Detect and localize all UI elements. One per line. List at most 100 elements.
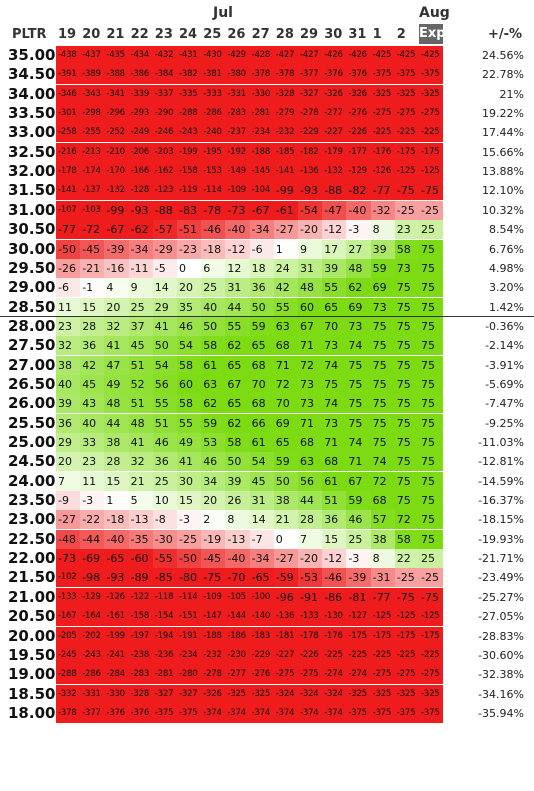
heat-cell: -438	[56, 46, 80, 65]
heat-cell: -335	[177, 85, 201, 104]
heat-cell: 55	[225, 317, 249, 336]
heat-cell: 21	[129, 472, 153, 491]
heat-cell: -128	[129, 181, 153, 200]
heat-cell: -55	[153, 549, 177, 568]
heat-cell: -60	[129, 549, 153, 568]
heat-cell: -229	[250, 646, 274, 665]
heat-cell: -175	[395, 627, 419, 646]
heat-cell: -326	[322, 85, 346, 104]
pct-change-label: 21%	[500, 85, 524, 104]
heat-cell: -238	[129, 646, 153, 665]
day-header-9: 27	[252, 27, 270, 42]
strike-label: 26.00	[8, 394, 55, 413]
pct-change-label: 4.98%	[489, 259, 524, 278]
heat-cell: 63	[201, 375, 225, 394]
strike-label: 28.00	[8, 317, 55, 336]
heat-cell: 38	[56, 356, 80, 375]
heat-cell: -93	[298, 181, 322, 200]
heat-cell: -27	[56, 510, 80, 529]
heat-cell: 75	[395, 433, 419, 452]
heat-cell: 29	[56, 433, 80, 452]
pct-change-label: 10.32%	[482, 201, 524, 220]
heat-cell: -39	[346, 568, 370, 587]
heat-cell: 75	[419, 394, 443, 413]
heat-cell: -192	[225, 143, 249, 162]
grid-row: 26.00 39 43 48 51 55 58 62 65 68 70 73 74 75 75 75 75 -7.…	[0, 394, 534, 413]
heat-cell: 6	[201, 259, 225, 278]
strike-label: 32.00	[8, 162, 55, 181]
heat-cell: -377	[298, 65, 322, 84]
heat-cell: -324	[322, 685, 346, 704]
strike-label: 33.50	[8, 104, 55, 123]
heat-cell: -89	[129, 568, 153, 587]
heat-cell: -374	[274, 704, 298, 723]
heat-cell: -182	[298, 143, 322, 162]
pct-header: +/-%	[488, 27, 522, 42]
heat-cell: -51	[177, 220, 201, 239]
heat-cell: -426	[346, 46, 370, 65]
heat-cell: -177	[346, 143, 370, 162]
heat-cell: 72	[371, 472, 395, 491]
heat-cell: 63	[274, 317, 298, 336]
heat-cell: -425	[395, 46, 419, 65]
heat-cell: -427	[274, 46, 298, 65]
heat-cell: 69	[274, 414, 298, 433]
heat-cell: -232	[201, 646, 225, 665]
heat-cell: -330	[250, 85, 274, 104]
heat-cell: 58	[201, 336, 225, 355]
heat-cell: -213	[80, 143, 104, 162]
heat-cell: 23	[395, 220, 419, 239]
heat-cell: -67	[250, 201, 274, 220]
heat-cell: -276	[250, 665, 274, 684]
heat-cell: 15	[104, 472, 128, 491]
strike-label: 25.00	[8, 433, 55, 452]
heat-cell: 44	[225, 298, 249, 317]
heat-cell: -81	[346, 588, 370, 607]
heat-cell: -39	[104, 240, 128, 259]
pct-change-label: -23.49%	[478, 568, 524, 587]
heat-cell: 62	[225, 414, 249, 433]
heat-cell: -330	[104, 685, 128, 704]
heat-cell: 4	[104, 278, 128, 297]
heat-cell: 36	[56, 414, 80, 433]
heat-cell: -197	[129, 627, 153, 646]
heat-cell: 45	[129, 336, 153, 355]
heat-cell: -276	[346, 104, 370, 123]
heat-cell: -325	[395, 85, 419, 104]
heat-cell: 62	[225, 336, 249, 355]
heat-cell: -274	[346, 665, 370, 684]
heat-cell: 25	[346, 530, 370, 549]
heat-cell: 36	[153, 452, 177, 471]
heat-cell: 39	[56, 394, 80, 413]
heat-cell: -80	[177, 568, 201, 587]
heat-cell: 73	[395, 259, 419, 278]
heat-cell: 41	[177, 452, 201, 471]
heat-cell: -170	[104, 162, 128, 181]
grid-row: 34.50 -391 -389 -388 -386 -384 -382 -381 -380 -37…	[0, 65, 534, 84]
heat-cell: 54	[250, 452, 274, 471]
heat-cell: -34	[129, 240, 153, 259]
heat-cell: 71	[346, 452, 370, 471]
heat-cell: -275	[371, 104, 395, 123]
heat-cell: -434	[129, 46, 153, 65]
heat-cell: 55	[322, 278, 346, 297]
pct-change-label: -30.60%	[478, 646, 524, 665]
heat-cell: -225	[371, 646, 395, 665]
heat-cell: 37	[129, 317, 153, 336]
strike-label: 31.00	[8, 201, 55, 220]
heat-cell: -286	[80, 665, 104, 684]
heat-cell: 45	[80, 375, 104, 394]
heat-cell: -40	[104, 530, 128, 549]
heat-cell: 59	[274, 452, 298, 471]
heat-cell: -279	[274, 104, 298, 123]
heat-cell: 73	[322, 414, 346, 433]
heat-cell: -122	[129, 588, 153, 607]
heat-cell: -210	[104, 143, 128, 162]
strike-label: 33.00	[8, 123, 55, 142]
pct-change-label: -16.37%	[478, 491, 524, 510]
heat-cell: 75	[419, 278, 443, 297]
heat-cell: -249	[129, 123, 153, 142]
heat-cell: 43	[80, 394, 104, 413]
heat-cell: 21	[274, 510, 298, 529]
strike-label: 24.00	[8, 472, 55, 491]
